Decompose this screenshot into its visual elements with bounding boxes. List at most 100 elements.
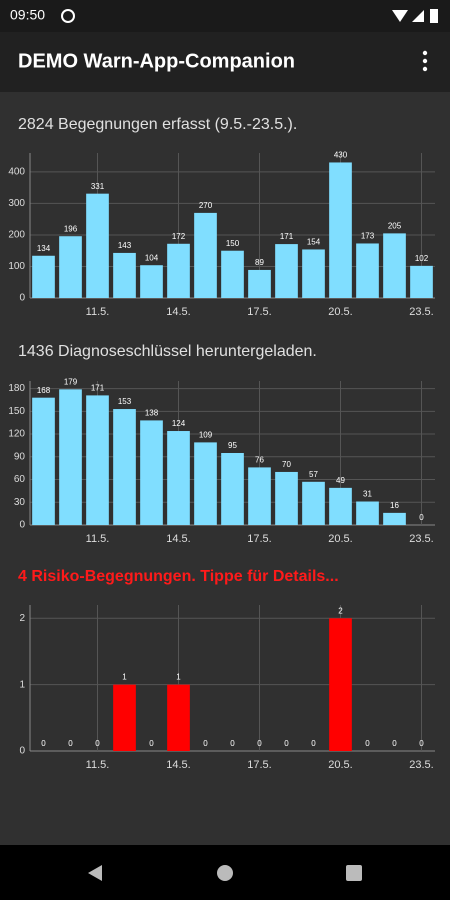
value-label: 134 [37,244,51,253]
x-tick-label: 20.5. [328,306,352,318]
bar [167,684,190,751]
value-label: 102 [415,254,429,263]
bar [167,431,190,525]
value-label: 1 [122,673,127,682]
x-tick-label: 11.5. [86,759,110,771]
value-label: 1 [176,673,181,682]
y-tick-label: 100 [8,261,25,272]
value-label: 172 [172,232,186,241]
bar [329,162,352,298]
bar [194,442,217,525]
y-tick-label: 90 [14,451,26,462]
value-label: 331 [91,182,105,191]
x-tick-label: 23.5. [409,533,433,545]
bar [32,255,55,298]
bar [302,481,325,525]
bar [113,409,136,525]
value-label: 153 [118,397,132,406]
x-tick-label: 14.5. [166,533,190,545]
value-label: 138 [145,409,159,418]
y-tick-label: 300 [8,198,25,209]
value-label: 0 [41,739,46,748]
y-tick-label: 180 [8,383,25,394]
value-label: 124 [172,419,186,428]
value-label: 0 [311,739,316,748]
value-label: 0 [149,739,154,748]
bar [86,193,109,298]
menu-dot[interactable] [422,58,428,64]
x-tick-label: 17.5. [247,306,271,318]
wifi-icon [392,10,408,22]
menu-dot[interactable] [422,50,428,56]
x-tick-label: 17.5. [247,533,271,545]
chart-title: 1436 Diagnoseschlüssel heruntergeladen. [18,343,317,360]
x-tick-label: 20.5. [328,759,352,771]
bar [59,389,82,525]
status-time: 09:50 [10,7,45,23]
app-bar [0,32,450,92]
value-label: 16 [390,501,399,510]
value-label: 57 [309,470,318,479]
value-label: 0 [95,739,100,748]
nav-home[interactable] [217,865,233,881]
value-label: 179 [64,377,78,386]
value-label: 196 [64,224,78,233]
menu-dot[interactable] [422,66,428,72]
value-label: 173 [361,232,375,241]
menu-button[interactable] [422,50,428,72]
battery-icon [430,9,438,23]
chart-title: 2824 Begegnungen erfasst (9.5.-23.5.). [18,116,297,133]
y-tick-label: 0 [19,520,25,531]
value-label: 143 [118,241,132,250]
bar [302,249,325,298]
value-label: 109 [199,430,213,439]
bar [356,501,379,525]
value-label: 104 [145,253,159,262]
value-label: 168 [37,386,51,395]
bar [167,243,190,298]
bar [383,233,406,298]
y-tick-label: 30 [14,497,26,508]
bar [329,618,352,751]
value-label: 0 [365,739,370,748]
x-tick-label: 17.5. [247,759,271,771]
value-label: 154 [307,238,321,247]
value-label: 89 [255,258,264,267]
bar [140,420,163,525]
y-tick-label: 1 [19,679,25,690]
value-label: 0 [392,739,397,748]
y-tick-label: 0 [19,746,25,757]
value-label: 76 [255,456,264,465]
nav-back[interactable] [88,865,102,881]
bar [221,453,244,525]
value-label: 0 [419,739,424,748]
value-label: 0 [284,739,289,748]
value-label: 0 [257,739,262,748]
value-label: 0 [230,739,235,748]
bar [113,252,136,298]
x-tick-label: 11.5. [86,306,110,318]
value-label: 0 [203,739,208,748]
y-tick-label: 400 [8,167,25,178]
bar [194,212,217,298]
bar [248,269,271,298]
value-label: 0 [419,513,424,522]
bar [410,265,433,298]
x-tick-label: 14.5. [166,759,190,771]
nav-recents[interactable] [346,865,362,881]
value-label: 171 [91,384,105,393]
bar [113,684,136,751]
bar [32,397,55,525]
value-label: 2 [338,606,343,615]
value-label: 171 [280,232,294,241]
value-label: 430 [334,151,348,160]
y-tick-label: 150 [8,406,25,417]
x-tick-label: 11.5. [86,533,110,545]
y-tick-label: 0 [19,293,25,304]
bar [275,244,298,298]
status-bar [0,0,450,32]
y-tick-label: 2 [19,613,25,624]
chart-title[interactable]: 4 Risiko-Begegnungen. Tippe für Details.… [18,568,339,585]
signal-icon [412,10,424,22]
value-label: 0 [68,739,73,748]
